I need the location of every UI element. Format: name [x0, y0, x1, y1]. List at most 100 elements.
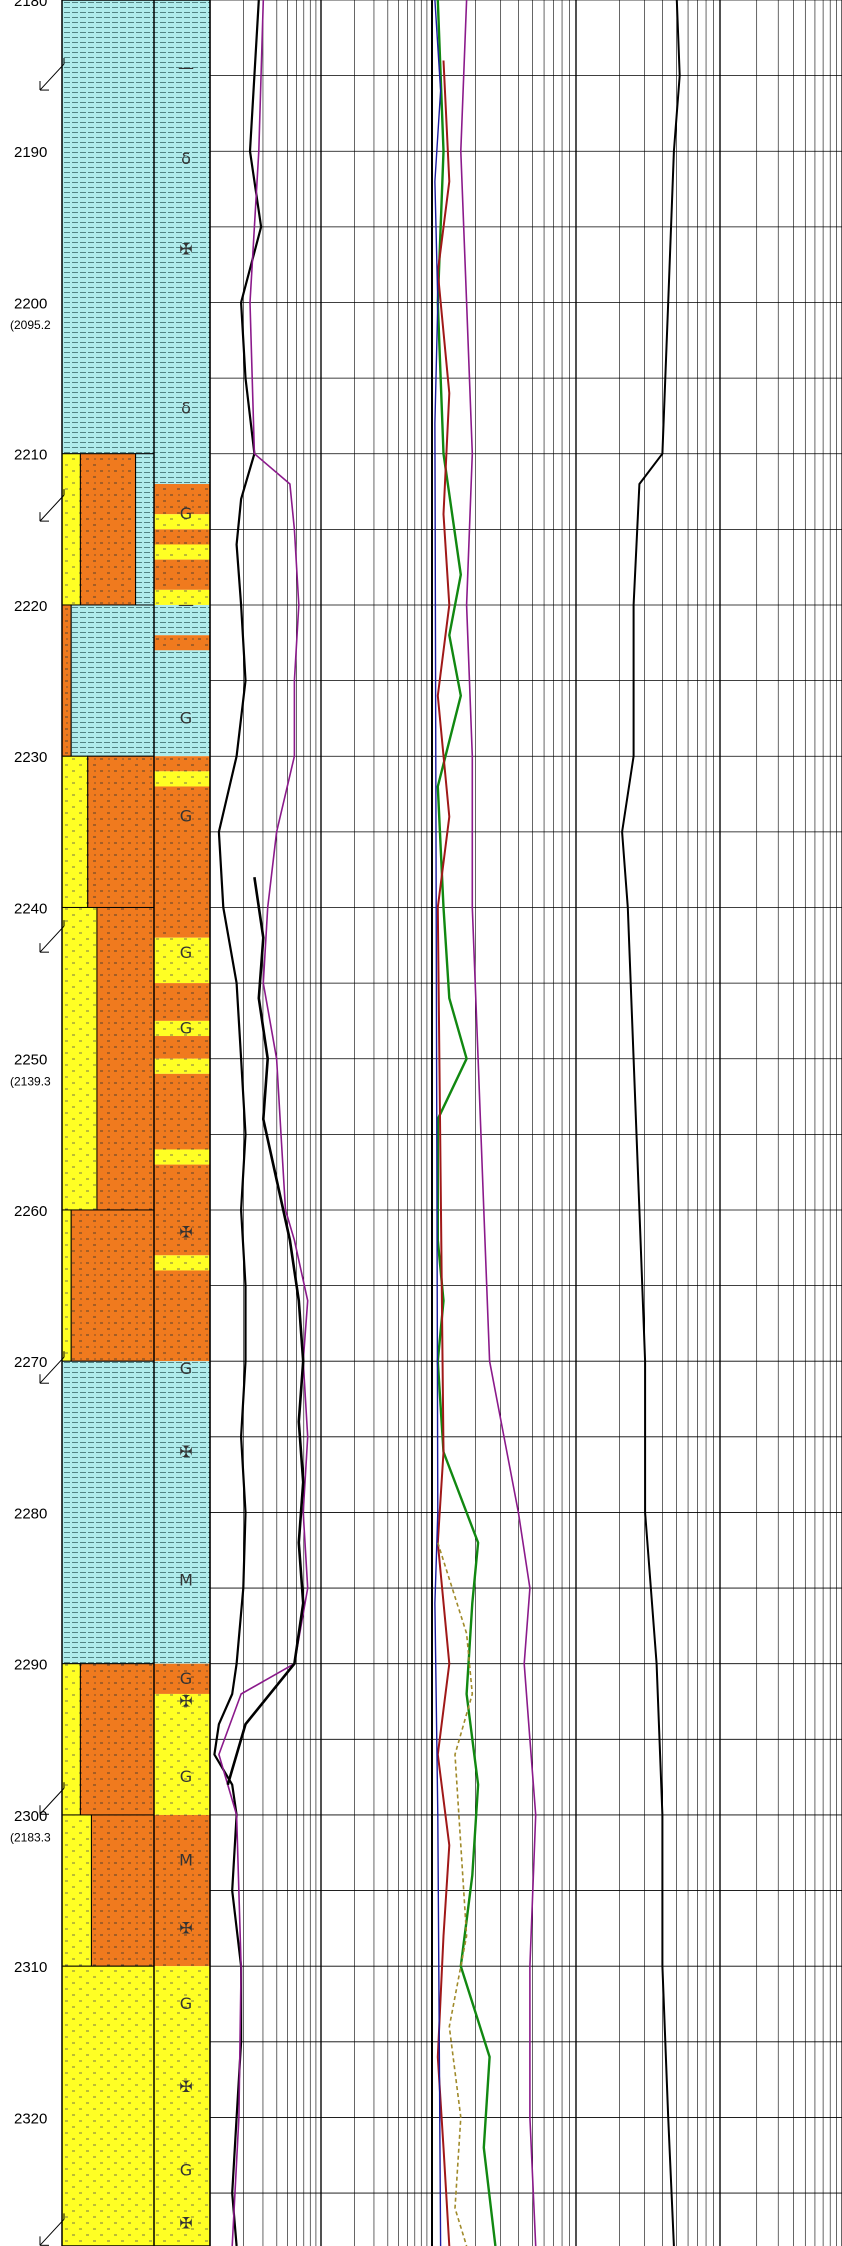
cuttings-interval-siltstone [154, 1663, 210, 1694]
cuttings-interval-siltstone [154, 983, 210, 1021]
cuttings-interval-sandstone [154, 1149, 210, 1165]
tvd-label: (2183.3 [10, 1831, 51, 1845]
glauconite-g-icon: G [180, 504, 192, 523]
cuttings-interval-siltstone [154, 756, 210, 772]
accessory-symbols: — δ ✠ δ G — G G G G ✠ G ✠ M G ✠ G M ✠ G ✠ G ✠ [178, 58, 194, 2232]
glauconite-g-icon: G [180, 1359, 192, 1378]
lithology-interval-siltstone [79, 1663, 155, 1816]
tvd-label: (2139.3 [10, 1074, 51, 1088]
cuttings-interval-claystone [154, 604, 210, 636]
sample-arrow-icon [39, 1351, 65, 1384]
cross-fossil-icon: ✠ [179, 1918, 192, 1937]
lithology-interval-siltstone [87, 755, 155, 908]
log-curves [213, 0, 681, 2246]
cuttings-interval-sandstone [154, 1966, 210, 2246]
depth-label: 2220 [14, 598, 47, 615]
glauconite-g-icon: G [180, 2160, 192, 2179]
curve-red-track2 [436, 60, 451, 2246]
lithology-interval-sandstone [61, 906, 98, 1211]
cuttings-interval-sandstone [154, 1255, 210, 1271]
shell-fossil-icon: δ [181, 398, 191, 417]
glauconite-g-icon: G [180, 1994, 192, 2013]
mica-m-icon: M [179, 1571, 193, 1590]
lithology-interval-sandstone [61, 1814, 92, 1967]
lithology-interval-siltstone [96, 906, 155, 1211]
glauconite-g-icon: G [180, 943, 192, 962]
sample-arrow-icon [39, 920, 65, 953]
depth-label: 2310 [14, 1959, 47, 1976]
curve-black-track3 [621, 0, 681, 2246]
cuttings-interval-siltstone [154, 483, 210, 515]
cross-fossil-icon: ✠ [179, 1692, 192, 1711]
sample-arrow-icon [39, 1782, 65, 1815]
sample-arrow-icon [39, 58, 65, 91]
cuttings-interval-siltstone [154, 1814, 210, 1967]
shell-fossil-icon: δ [181, 149, 191, 168]
depth-label: 2180 [14, 0, 47, 10]
dash-icon: — [178, 595, 194, 614]
lithology-interval-sandstone [61, 1663, 81, 1816]
depth-label: 2240 [14, 900, 47, 917]
glauconite-g-icon: G [180, 807, 192, 826]
cuttings-interval-siltstone [154, 1036, 210, 1059]
curve-olive-dashed-track2 [437, 1542, 474, 2246]
cuttings-interval-claystone [154, 1361, 210, 1664]
cuttings-interval-sandstone [154, 514, 210, 530]
curve-green-track2 [436, 0, 497, 2246]
lithology-interval-siltstone [90, 1814, 155, 1967]
depth-label: 2230 [14, 749, 47, 766]
tvd-label: (2095.2 [10, 318, 51, 332]
cross-fossil-icon: ✠ [179, 1442, 192, 1461]
curve-black-jagged-track1 [226, 877, 305, 1786]
depth-label: 2200 [14, 295, 47, 312]
lithology-interval-claystone [70, 604, 155, 757]
depth-track: 2180 2190 2200 2210 2220 2230 2240 2250 2260 2270… [10, 0, 65, 2246]
cross-fossil-icon: ✠ [179, 240, 192, 259]
lithology-interval-siltstone [61, 604, 72, 757]
depth-label: 2280 [14, 1505, 47, 1522]
cuttings-interval-siltstone [154, 1164, 210, 1256]
lithology-interval-sandstone [61, 755, 89, 908]
lithology-interval-siltstone [70, 1209, 155, 1362]
lithology-column [61, 0, 155, 2246]
depth-label: 2250 [14, 1052, 47, 1069]
depth-label: 2260 [14, 1203, 47, 1220]
lithology-interval-claystone [61, 1360, 155, 1665]
cuttings-interval-sandstone [154, 1693, 210, 1815]
lithology-interval-sandstone [61, 1209, 72, 1362]
cuttings-interval-siltstone [154, 559, 210, 590]
cuttings-interval-siltstone [154, 1270, 210, 1362]
curve-purple-track1 [218, 0, 309, 2246]
lithology-interval-sandstone [61, 1965, 155, 2246]
cuttings-interval-claystone [154, 0, 210, 484]
depth-label: 2320 [14, 2110, 47, 2127]
lithology-interval-claystone [61, 0, 155, 455]
glauconite-g-icon: G [180, 1767, 192, 1786]
curve-purple-track2 [459, 0, 537, 2246]
cross-fossil-icon: ✠ [179, 2213, 192, 2232]
cuttings-column [61, 0, 211, 2246]
cuttings-interval-sandstone [154, 1020, 210, 1037]
cuttings-interval-siltstone [154, 635, 210, 651]
cuttings-interval-siltstone [154, 786, 210, 938]
glauconite-g-icon: G [180, 1018, 192, 1037]
cuttings-interval-siltstone [154, 1073, 210, 1150]
cuttings-interval-sandstone [154, 544, 210, 560]
mica-m-icon: M [179, 1850, 193, 1869]
cuttings-interval-sandstone [154, 1058, 210, 1074]
lithology-interval-claystone [135, 453, 155, 606]
cuttings-interval-sandstone [154, 589, 210, 605]
depth-label: 2190 [14, 144, 47, 161]
curve-black-track1 [213, 0, 263, 2246]
dash-icon: — [178, 58, 194, 77]
lithology-interval-sandstone [61, 453, 81, 606]
cross-fossil-icon: ✠ [179, 1223, 192, 1242]
cuttings-interval-sandstone [154, 937, 210, 984]
lithology-interval-siltstone [79, 453, 137, 606]
curve-blue-track2 [434, 0, 442, 2246]
sample-arrow-icon [39, 2213, 65, 2246]
glauconite-g-icon: G [180, 708, 192, 727]
depth-label: 2290 [14, 1657, 47, 1674]
cross-fossil-icon: ✠ [179, 2077, 192, 2096]
cuttings-interval-sandstone [154, 771, 210, 787]
